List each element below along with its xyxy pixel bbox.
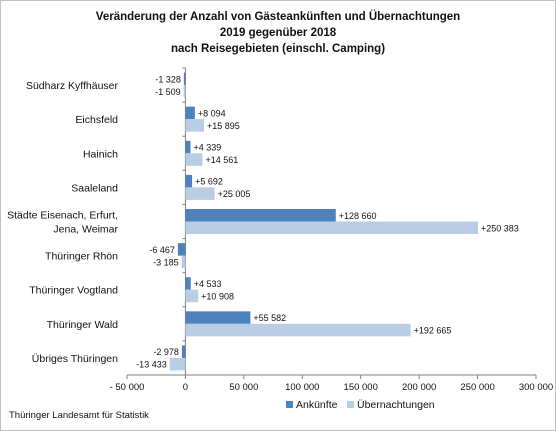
bar-uebernachtungen: [185, 187, 215, 200]
data-label: -13 433: [136, 360, 167, 370]
x-tick-label: 300 000: [519, 382, 553, 393]
x-tick-label: 250 000: [460, 382, 494, 393]
chart-title: Veränderung der Anzahl von Gästeankünfte…: [0, 9, 556, 57]
data-label: +192 665: [414, 326, 452, 336]
bar-ankuenfte: [185, 174, 193, 188]
data-label: -6 467: [149, 245, 175, 255]
data-label: +4 339: [193, 143, 221, 153]
category-label: Thüringer Wald: [47, 319, 119, 331]
bar-uebernachtungen: [185, 289, 199, 303]
x-tick-label: 150 000: [344, 382, 378, 393]
category-label: Hainich: [83, 148, 118, 160]
bar-ankuenfte: [181, 345, 186, 358]
data-label: -1 509: [155, 87, 181, 97]
bar-ankuenfte: [185, 209, 336, 222]
data-label: -1 328: [155, 74, 181, 84]
category-label: Saaleland: [71, 182, 118, 194]
bar-uebernachtungen: [169, 357, 186, 371]
data-label: +10 908: [201, 291, 234, 301]
legend-label: Übernachtungen: [357, 399, 435, 411]
bar-uebernachtungen: [185, 119, 205, 132]
bar-ankuenfte: [185, 277, 191, 290]
bar-uebernachtungen: [185, 153, 203, 166]
x-tick-label: 0: [183, 382, 188, 393]
data-label: +8 094: [198, 108, 226, 118]
category-label: Übriges Thüringen: [32, 353, 118, 365]
bar-ankuenfte: [185, 140, 191, 154]
bar-ankuenfte: [185, 106, 195, 120]
bar-uebernachtungen: [185, 221, 479, 234]
legend-swatch: [286, 401, 293, 408]
chart-title-line: nach Reisegebieten (einschl. Camping): [170, 43, 386, 55]
data-label: +5 692: [195, 177, 223, 187]
legend-label: Ankünfte: [296, 399, 338, 411]
data-label: -2 978: [153, 347, 179, 357]
chart-title-line: Veränderung der Anzahl von Gästeankünfte…: [95, 11, 461, 23]
data-label: +25 005: [218, 189, 251, 199]
bar-ankuenfte: [183, 72, 186, 86]
category-label: Thüringer Vogtland: [29, 285, 118, 297]
data-label: +4 533: [194, 279, 222, 289]
bar-uebernachtungen: [185, 323, 411, 337]
category-label: Thüringer Rhön: [45, 251, 118, 263]
bar-ankuenfte: [185, 311, 251, 324]
data-label: +15 895: [207, 121, 240, 131]
x-tick-label: 50 000: [229, 382, 258, 393]
bar-uebernachtungen: [181, 255, 186, 269]
category-label: Jena, Weimar: [53, 224, 118, 236]
data-label: +250 383: [481, 223, 519, 233]
x-tick-label: 100 000: [285, 382, 319, 393]
category-label: Städte Eisenach, Erfurt,: [7, 210, 118, 222]
data-label: +55 582: [253, 313, 286, 323]
data-label: +14 561: [205, 155, 238, 165]
category-label: Südharz Kyffhäuser: [26, 80, 119, 92]
legend-swatch: [347, 401, 354, 408]
bar-uebernachtungen: [183, 85, 186, 98]
x-tick-label: 200 000: [402, 382, 436, 393]
chart-title-line: 2019 gegenüber 2018: [219, 27, 337, 39]
source-note: Thüringer Landesamt für Statistik: [9, 410, 149, 421]
bar-ankuenfte: [177, 243, 186, 256]
category-label: Eichsfeld: [75, 114, 118, 126]
data-label: +128 660: [339, 211, 377, 221]
data-label: -3 185: [153, 257, 179, 267]
x-tick-label: - 50 000: [110, 382, 145, 393]
